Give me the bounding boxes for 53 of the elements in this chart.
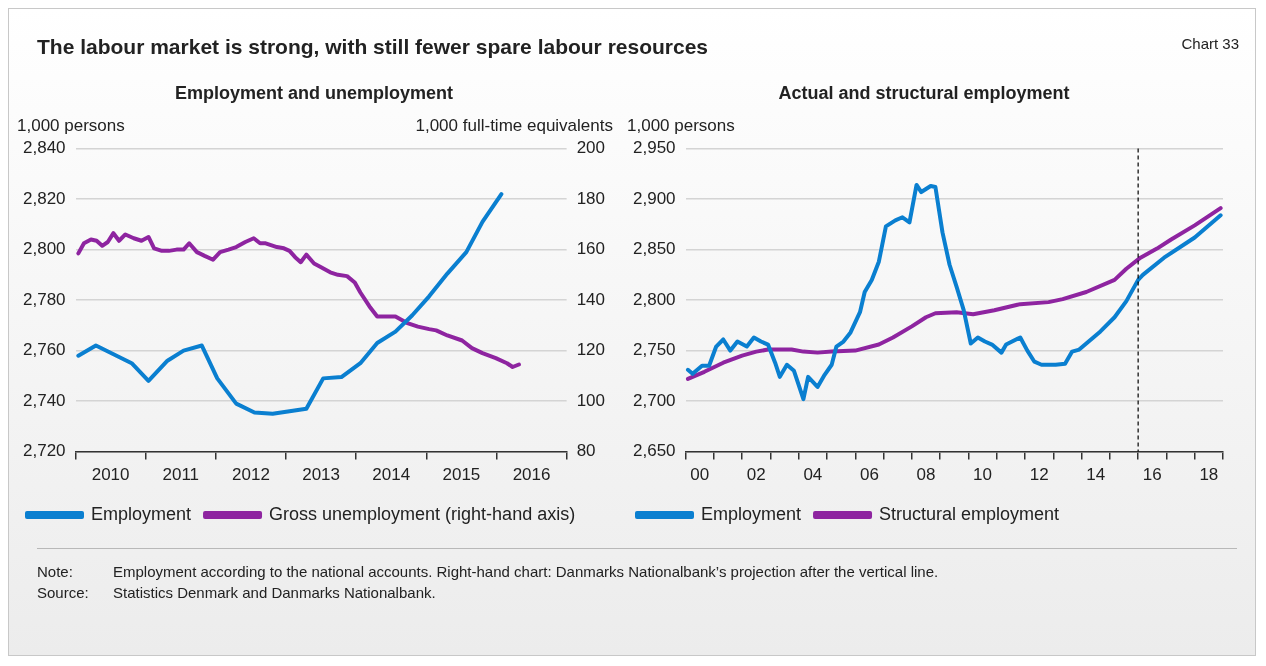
y2-tick-label: 80 — [576, 441, 596, 461]
y-axis-title: 1,000 persons — [627, 115, 735, 135]
y-tick-label: 2,840 — [22, 138, 66, 158]
text: Employment according to the national accounts. Right-hand chart: Danmarks Nationalbank’s projection after the vertical line. — [113, 563, 940, 580]
legend-label: Employment — [701, 503, 802, 524]
x-tick-label: 2016 — [512, 465, 551, 485]
x-tick-label: 2013 — [302, 465, 340, 485]
legend-label: Gross unemployment (right-hand axis) — [269, 503, 576, 524]
chart-title: Actual and structural employment — [778, 82, 1070, 103]
y-tick-label: 2,820 — [22, 188, 66, 208]
x-tick-label: 10 — [973, 465, 993, 485]
y-tick-label: 2,900 — [632, 188, 676, 208]
chart-title: Employment and unemployment — [174, 82, 454, 103]
x-tick-label: 18 — [1199, 465, 1219, 485]
x-tick-label: 2015 — [442, 465, 481, 485]
x-tick-label: 12 — [1029, 465, 1049, 485]
x-tick-label: 2012 — [232, 465, 270, 485]
y-tick-label: 2,740 — [22, 390, 66, 410]
y-tick-label: 2,850 — [632, 239, 676, 259]
y-tick-label: 2,720 — [22, 441, 66, 461]
y2-tick-label: 140 — [576, 289, 606, 309]
y2-tick-label: 100 — [576, 390, 606, 410]
y-tick-label: 2,700 — [632, 390, 676, 410]
y-tick-label: 2,760 — [22, 340, 66, 360]
legend-label: Structural employment — [879, 503, 1060, 524]
y-tick-label: 2,750 — [632, 340, 676, 360]
x-tick-label: 14 — [1086, 465, 1106, 485]
y-tick-label: 2,950 — [632, 138, 676, 158]
y-axis-title: 1,000 persons — [17, 115, 125, 135]
y-tick-label: 2,650 — [632, 441, 676, 461]
x-tick-label: 2011 — [162, 465, 200, 485]
y-tick-label: 2,800 — [632, 289, 676, 309]
y2-tick-label: 200 — [576, 138, 606, 158]
x-tick-label: 04 — [803, 465, 823, 485]
x-tick-label: 2014 — [372, 465, 411, 485]
x-tick-label: 16 — [1142, 465, 1162, 485]
y-tick-label: 2,780 — [22, 289, 66, 309]
y2-tick-label: 160 — [576, 239, 606, 259]
y-tick-label: 2,800 — [22, 239, 66, 259]
text: The labour market is strong, with still fewer spare labour resources — [37, 35, 709, 59]
x-tick-label: 06 — [859, 465, 879, 485]
caption: Chart 33 — [1181, 35, 1239, 52]
x-tick-label: 02 — [746, 465, 766, 485]
y2-axis-title: 1,000 full-time equivalents — [415, 115, 613, 135]
x-tick-label: 00 — [690, 465, 710, 485]
text: Note: — [37, 563, 74, 580]
x-tick-label: 08 — [916, 465, 936, 485]
text: Statistics Denmark and Danmarks Nationalbank. — [113, 584, 437, 601]
source-note: Source: — [37, 584, 90, 601]
legend-label: Employment — [91, 503, 192, 524]
x-tick-label: 2010 — [91, 465, 130, 485]
y2-tick-label: 180 — [576, 188, 606, 208]
y2-tick-label: 120 — [576, 340, 606, 360]
